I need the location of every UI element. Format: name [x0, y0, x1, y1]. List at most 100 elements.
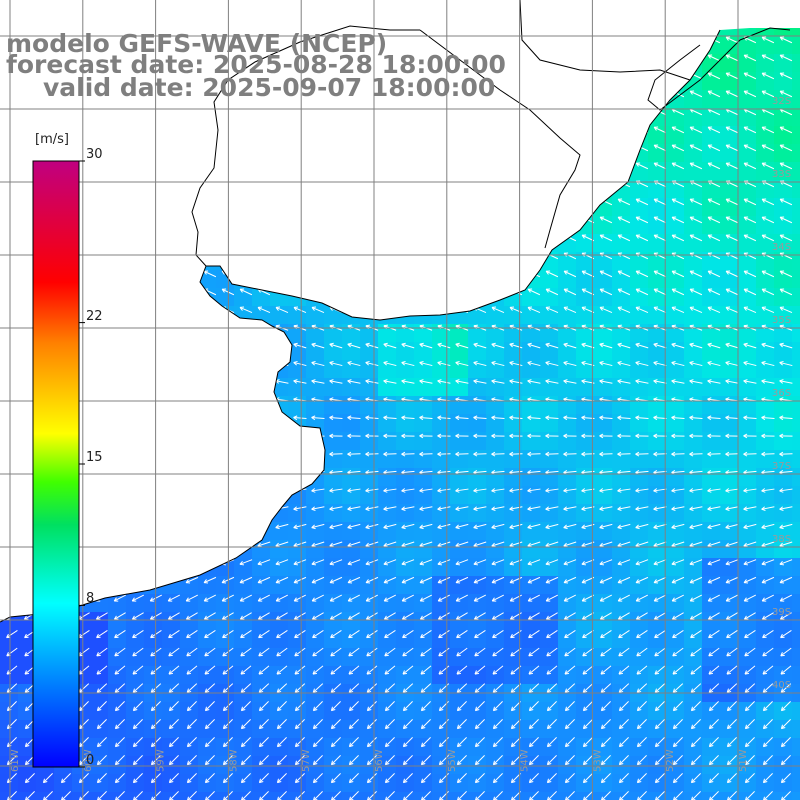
wind-speed-cell: [252, 378, 271, 397]
wind-arrow: [509, 126, 523, 134]
wind-arrow: [545, 612, 558, 620]
wind-speed-cell: [252, 612, 271, 631]
wind-speed-cell: [252, 360, 271, 379]
wind-arrow: [384, 701, 395, 712]
wind-arrow: [545, 433, 559, 439]
wind-speed-cell: [306, 720, 325, 739]
wind-speed-cell: [0, 774, 19, 793]
wind-speed-cell: [252, 522, 271, 541]
wind-arrow: [617, 108, 631, 116]
wind-arrow: [167, 252, 181, 260]
wind-arrow: [77, 108, 91, 116]
wind-speed-cell: [450, 234, 469, 253]
wind-arrow: [366, 773, 377, 784]
wind-speed-cell: [648, 28, 667, 37]
wind-arrow: [636, 773, 647, 784]
wind-speed-cell: [0, 414, 19, 433]
wind-arrow: [167, 415, 181, 421]
wind-speed-cell: [558, 486, 577, 505]
wind-speed-cell: [504, 792, 523, 800]
wind-speed-cell: [612, 720, 631, 739]
wind-arrow: [293, 342, 307, 349]
wind-speed-cell: [414, 666, 433, 685]
wind-arrow: [545, 198, 559, 206]
wind-speed-cell: [792, 522, 800, 541]
wind-arrow: [113, 198, 127, 206]
wind-speed-cell: [612, 738, 631, 757]
wind-speed-cell: [234, 360, 253, 379]
wind-speed-cell: [666, 702, 685, 721]
wind-arrow: [330, 683, 342, 693]
lon-label: 57W: [301, 749, 312, 772]
wind-speed-cell: [504, 576, 523, 595]
wind-speed-cell: [72, 108, 91, 127]
wind-arrow: [744, 719, 755, 730]
wind-speed-cell: [702, 702, 721, 721]
wind-speed-cell: [108, 666, 127, 685]
wind-speed-cell: [396, 648, 415, 667]
wind-arrow: [744, 647, 756, 657]
wind-arrow: [419, 162, 433, 170]
wind-arrow: [168, 629, 180, 639]
wind-speed-cell: [594, 126, 613, 145]
wind-speed-cell: [612, 630, 631, 649]
wind-arrow: [185, 342, 199, 349]
wind-speed-cell: [270, 162, 289, 181]
wind-speed-cell: [468, 540, 487, 559]
wind-arrow: [707, 433, 721, 439]
wind-arrow: [455, 415, 469, 421]
wind-speed-cell: [342, 270, 361, 289]
wind-arrow: [491, 288, 505, 296]
wind-arrow: [401, 433, 415, 439]
wind-speed-cell: [414, 162, 433, 181]
wind-speed-cell: [198, 234, 217, 253]
wind-arrow: [365, 415, 379, 421]
wind-speed-cell: [216, 270, 235, 289]
wind-speed-cell: [90, 288, 109, 307]
wind-speed-cell: [774, 756, 793, 775]
wind-speed-cell: [774, 486, 793, 505]
wind-speed-cell: [756, 558, 775, 577]
wind-speed-cell: [468, 738, 487, 757]
wind-arrow: [167, 379, 181, 384]
wind-speed-cell: [702, 522, 721, 541]
wind-speed-cell: [450, 126, 469, 145]
wind-speed-cell: [612, 774, 631, 793]
lon-label: 56W: [374, 749, 385, 772]
wind-speed-cell: [774, 738, 793, 757]
wind-speed-cell: [180, 738, 199, 757]
wind-speed-cell: [540, 468, 559, 487]
wind-speed-cell: [360, 126, 379, 145]
wind-speed-cell: [738, 774, 757, 793]
wind-speed-cell: [270, 378, 289, 397]
wind-speed-cell: [540, 612, 559, 631]
wind-arrow: [455, 451, 469, 457]
wind-speed-cell: [486, 378, 505, 397]
wind-arrow: [473, 594, 487, 602]
wind-arrow: [77, 216, 91, 224]
wind-arrow: [473, 559, 487, 566]
wind-speed-cell: [288, 270, 307, 289]
wind-speed-cell: [792, 270, 800, 289]
wind-speed-cell: [450, 396, 469, 415]
wind-speed-cell: [684, 522, 703, 541]
wind-arrow: [240, 665, 252, 675]
wind-arrow: [257, 433, 271, 439]
wind-arrow: [365, 108, 379, 116]
wind-arrow: [708, 737, 719, 748]
wind-arrow: [437, 506, 451, 511]
wind-speed-cell: [450, 576, 469, 595]
wind-speed-cell: [180, 720, 199, 739]
wind-arrow: [293, 126, 307, 134]
wind-arrow: [563, 306, 577, 314]
wind-arrow: [203, 144, 217, 152]
wind-arrow: [365, 451, 379, 457]
wind-speed-cell: [756, 792, 775, 800]
wind-arrow: [293, 433, 307, 439]
wind-arrow: [762, 701, 773, 712]
wind-arrow: [599, 523, 613, 530]
wind-arrow: [312, 719, 323, 730]
wind-arrow: [545, 415, 559, 421]
wind-arrow: [563, 90, 577, 98]
